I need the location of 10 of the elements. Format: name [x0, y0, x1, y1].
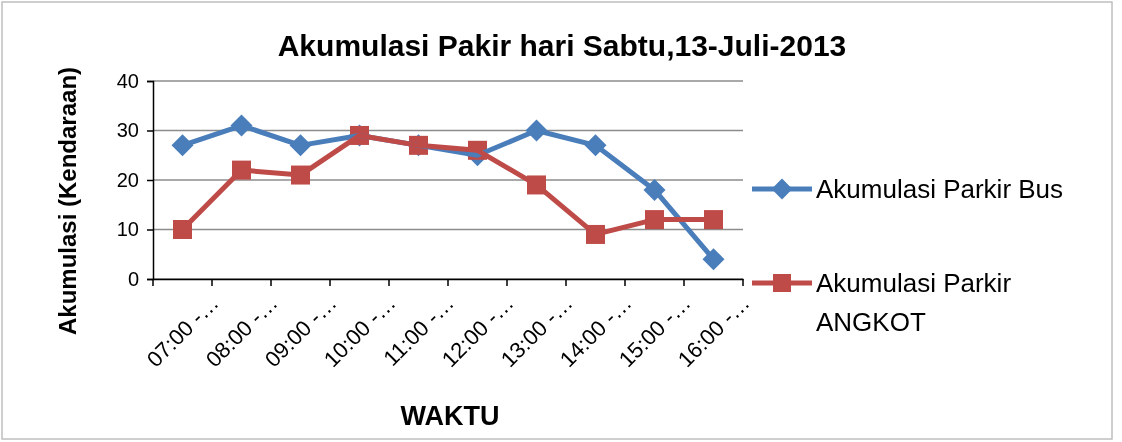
chart-title: Akumulasi Pakir hari Sabtu,13-Juli-2013 — [277, 29, 847, 62]
y-tick-label: 10 — [116, 218, 139, 241]
x-axis-title: WAKTU — [400, 401, 500, 431]
legend-label: Akumulasi Parkir ANGKOT — [816, 268, 1012, 338]
y-tick-label: 20 — [116, 168, 139, 191]
y-tick-label: 0 — [127, 267, 139, 290]
y-axis-title: Akumulasi (Kendaraan) — [54, 66, 81, 336]
legend-label: Akumulasi Parkir Bus — [816, 174, 1064, 205]
y-tick-label: 30 — [116, 119, 139, 142]
y-tick-label: 40 — [116, 69, 139, 92]
